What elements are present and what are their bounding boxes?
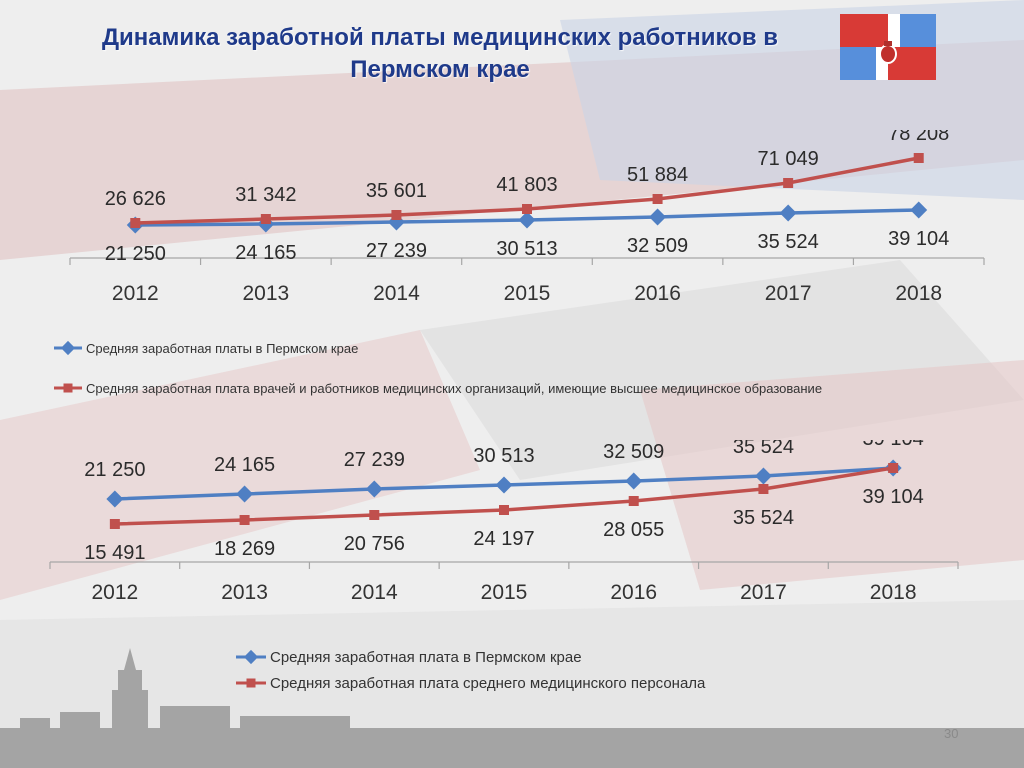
data-label: 30 513: [473, 445, 534, 467]
data-label: 41 803: [496, 174, 557, 196]
data-point: [888, 463, 899, 473]
data-point: [391, 210, 402, 220]
data-label: 28 055: [603, 519, 664, 541]
data-label: 31 342: [235, 184, 296, 206]
data-point: [649, 208, 667, 226]
x-tick-label: 2017: [765, 282, 812, 305]
chart-doctors: 2012 2013 2014 2015 2016 2017 2018 21 250 24 165…: [0, 130, 1024, 420]
data-label: 35 524: [733, 440, 794, 458]
data-point: [522, 204, 532, 214]
data-label: 27 239: [366, 240, 427, 262]
x-tick-label: 2012: [91, 581, 138, 604]
data-label: 21 250: [84, 459, 145, 481]
data-point: [130, 218, 141, 228]
slide-title: Динамика заработной платы медицинских ра…: [60, 22, 820, 86]
data-point: [783, 178, 794, 188]
data-label: 32 509: [627, 235, 688, 257]
x-tick-label: 2015: [481, 581, 528, 604]
page-number: 30: [944, 726, 959, 741]
data-label: 35 524: [733, 507, 794, 529]
data-point: [239, 515, 250, 525]
slide-title-line2: Пермском крае: [350, 56, 530, 83]
data-label: 24 165: [214, 454, 275, 476]
data-label: 18 269: [214, 538, 275, 560]
data-label: 15 491: [84, 542, 145, 564]
data-label: 27 239: [344, 449, 405, 471]
data-label: 35 601: [366, 180, 427, 202]
data-label: 24 165: [235, 242, 296, 264]
data-point: [652, 194, 663, 204]
chart-svg: 2012 2013 2014 2015 2016 2017 2018 21 250 24 165…: [54, 130, 985, 396]
data-point: [236, 485, 254, 503]
x-tick-label: 2016: [610, 581, 657, 604]
data-point: [109, 519, 120, 529]
legend-marker: [243, 649, 259, 665]
data-point: [260, 214, 271, 224]
x-tick-label: 2016: [634, 282, 681, 305]
data-point: [369, 510, 380, 520]
data-label: 51 884: [627, 164, 688, 186]
data-point: [758, 484, 769, 494]
city-silhouette: [0, 648, 1024, 768]
chart-nurses: 2012 2013 2014 2015 2016 2017 2018 21 250 24 165…: [0, 440, 1024, 710]
x-tick-label: 2012: [112, 282, 159, 305]
data-label: 26 626: [105, 188, 166, 210]
legend-marker: [246, 678, 256, 688]
data-point: [518, 211, 536, 229]
data-label: 39 104: [863, 440, 924, 450]
x-tick-label: 2018: [895, 282, 942, 305]
data-point: [106, 490, 124, 508]
data-point: [754, 467, 772, 485]
x-tick-label: 2018: [870, 581, 917, 604]
data-point: [910, 201, 928, 219]
data-label: 32 509: [603, 441, 664, 463]
x-tick-label: 2015: [504, 282, 551, 305]
legend-label: Средняя заработная платы в Пермском крае: [86, 341, 358, 356]
chart-svg: 2012 2013 2014 2015 2016 2017 2018 21 250 24 165…: [49, 440, 959, 692]
data-point: [779, 204, 797, 222]
legend-marker: [63, 383, 73, 393]
data-point: [913, 153, 924, 163]
data-point: [628, 496, 639, 506]
x-tick-label: 2014: [373, 282, 420, 305]
slide-title-line1: Динамика заработной платы медицинских ра…: [101, 24, 779, 51]
legend-marker: [60, 340, 76, 356]
legend-label: Средняя заработная плата в Пермском крае: [270, 649, 582, 666]
legend-label: Средняя заработная плата среднего медици…: [270, 675, 706, 692]
data-label: 35 524: [758, 231, 819, 253]
data-label: 20 756: [344, 533, 405, 555]
x-tick-label: 2013: [242, 282, 289, 305]
data-point: [365, 480, 383, 498]
data-label: 39 104: [863, 486, 924, 508]
perm-krai-flag-icon: [840, 14, 936, 80]
data-point: [625, 472, 643, 490]
data-label: 71 049: [758, 148, 819, 170]
data-label: 24 197: [473, 528, 534, 550]
data-label: 30 513: [496, 238, 557, 260]
data-label: 39 104: [888, 228, 949, 250]
data-point: [495, 476, 513, 494]
x-tick-label: 2013: [221, 581, 268, 604]
x-tick-label: 2014: [351, 581, 398, 604]
data-point: [499, 505, 509, 515]
data-label: 21 250: [105, 243, 166, 265]
legend-label: Средняя заработная плата врачей и работн…: [86, 381, 822, 396]
x-tick-label: 2017: [740, 581, 787, 604]
data-label: 78 208: [888, 130, 949, 145]
